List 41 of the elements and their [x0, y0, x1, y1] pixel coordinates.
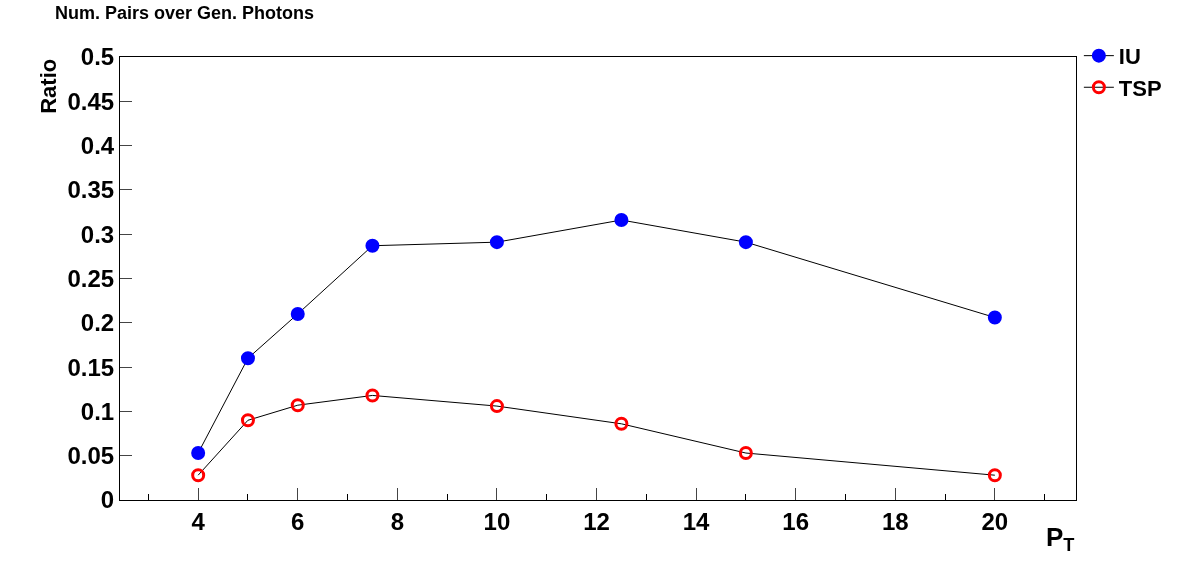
y-tick-label: 0.05 [67, 442, 115, 470]
chart-title: Num. Pairs over Gen. Photons [55, 3, 315, 23]
x-tick-label: 18 [881, 507, 909, 535]
y-tick-label: 0.4 [80, 132, 115, 159]
point [738, 446, 753, 461]
point [191, 446, 206, 461]
point [290, 306, 305, 321]
legend-label: IU [1118, 44, 1141, 70]
point [240, 413, 255, 428]
x-tick-label: 16 [782, 507, 810, 535]
point [290, 398, 305, 413]
y-tick-label: 0.3 [80, 220, 115, 248]
y-tick-label: 0.5 [80, 43, 115, 71]
point [489, 399, 504, 414]
point [738, 235, 753, 250]
point [365, 238, 380, 253]
y-tick-label: 0.45 [67, 87, 115, 115]
y-tick-label: 0 [100, 486, 115, 514]
x-tick-label: 20 [981, 507, 1009, 535]
y-axis-title: Ratio [35, 58, 61, 114]
x-axis-title: P$_{T}$ [1046, 522, 1075, 556]
point [987, 468, 1002, 483]
point [987, 310, 1002, 325]
point [240, 351, 255, 366]
legend-label: TSP [1118, 75, 1162, 101]
y-tick-label: 0.15 [67, 353, 115, 381]
x-tick-label: 6 [291, 507, 305, 535]
point [365, 388, 380, 403]
x-tick-label: 14 [682, 507, 711, 535]
x-tick-label: 4 [191, 507, 206, 535]
x-tick-label: 12 [583, 507, 610, 535]
point [614, 213, 629, 228]
point [489, 235, 504, 250]
y-tick-label: 0.25 [67, 264, 115, 292]
point [191, 468, 206, 483]
y-tick-label: 0.2 [80, 309, 115, 337]
point [614, 416, 629, 431]
x-tick-label: 10 [483, 507, 511, 535]
y-tick-label: 0.35 [67, 176, 115, 204]
x-tick-label: 8 [390, 507, 405, 535]
y-tick-label: 0.1 [80, 397, 115, 425]
